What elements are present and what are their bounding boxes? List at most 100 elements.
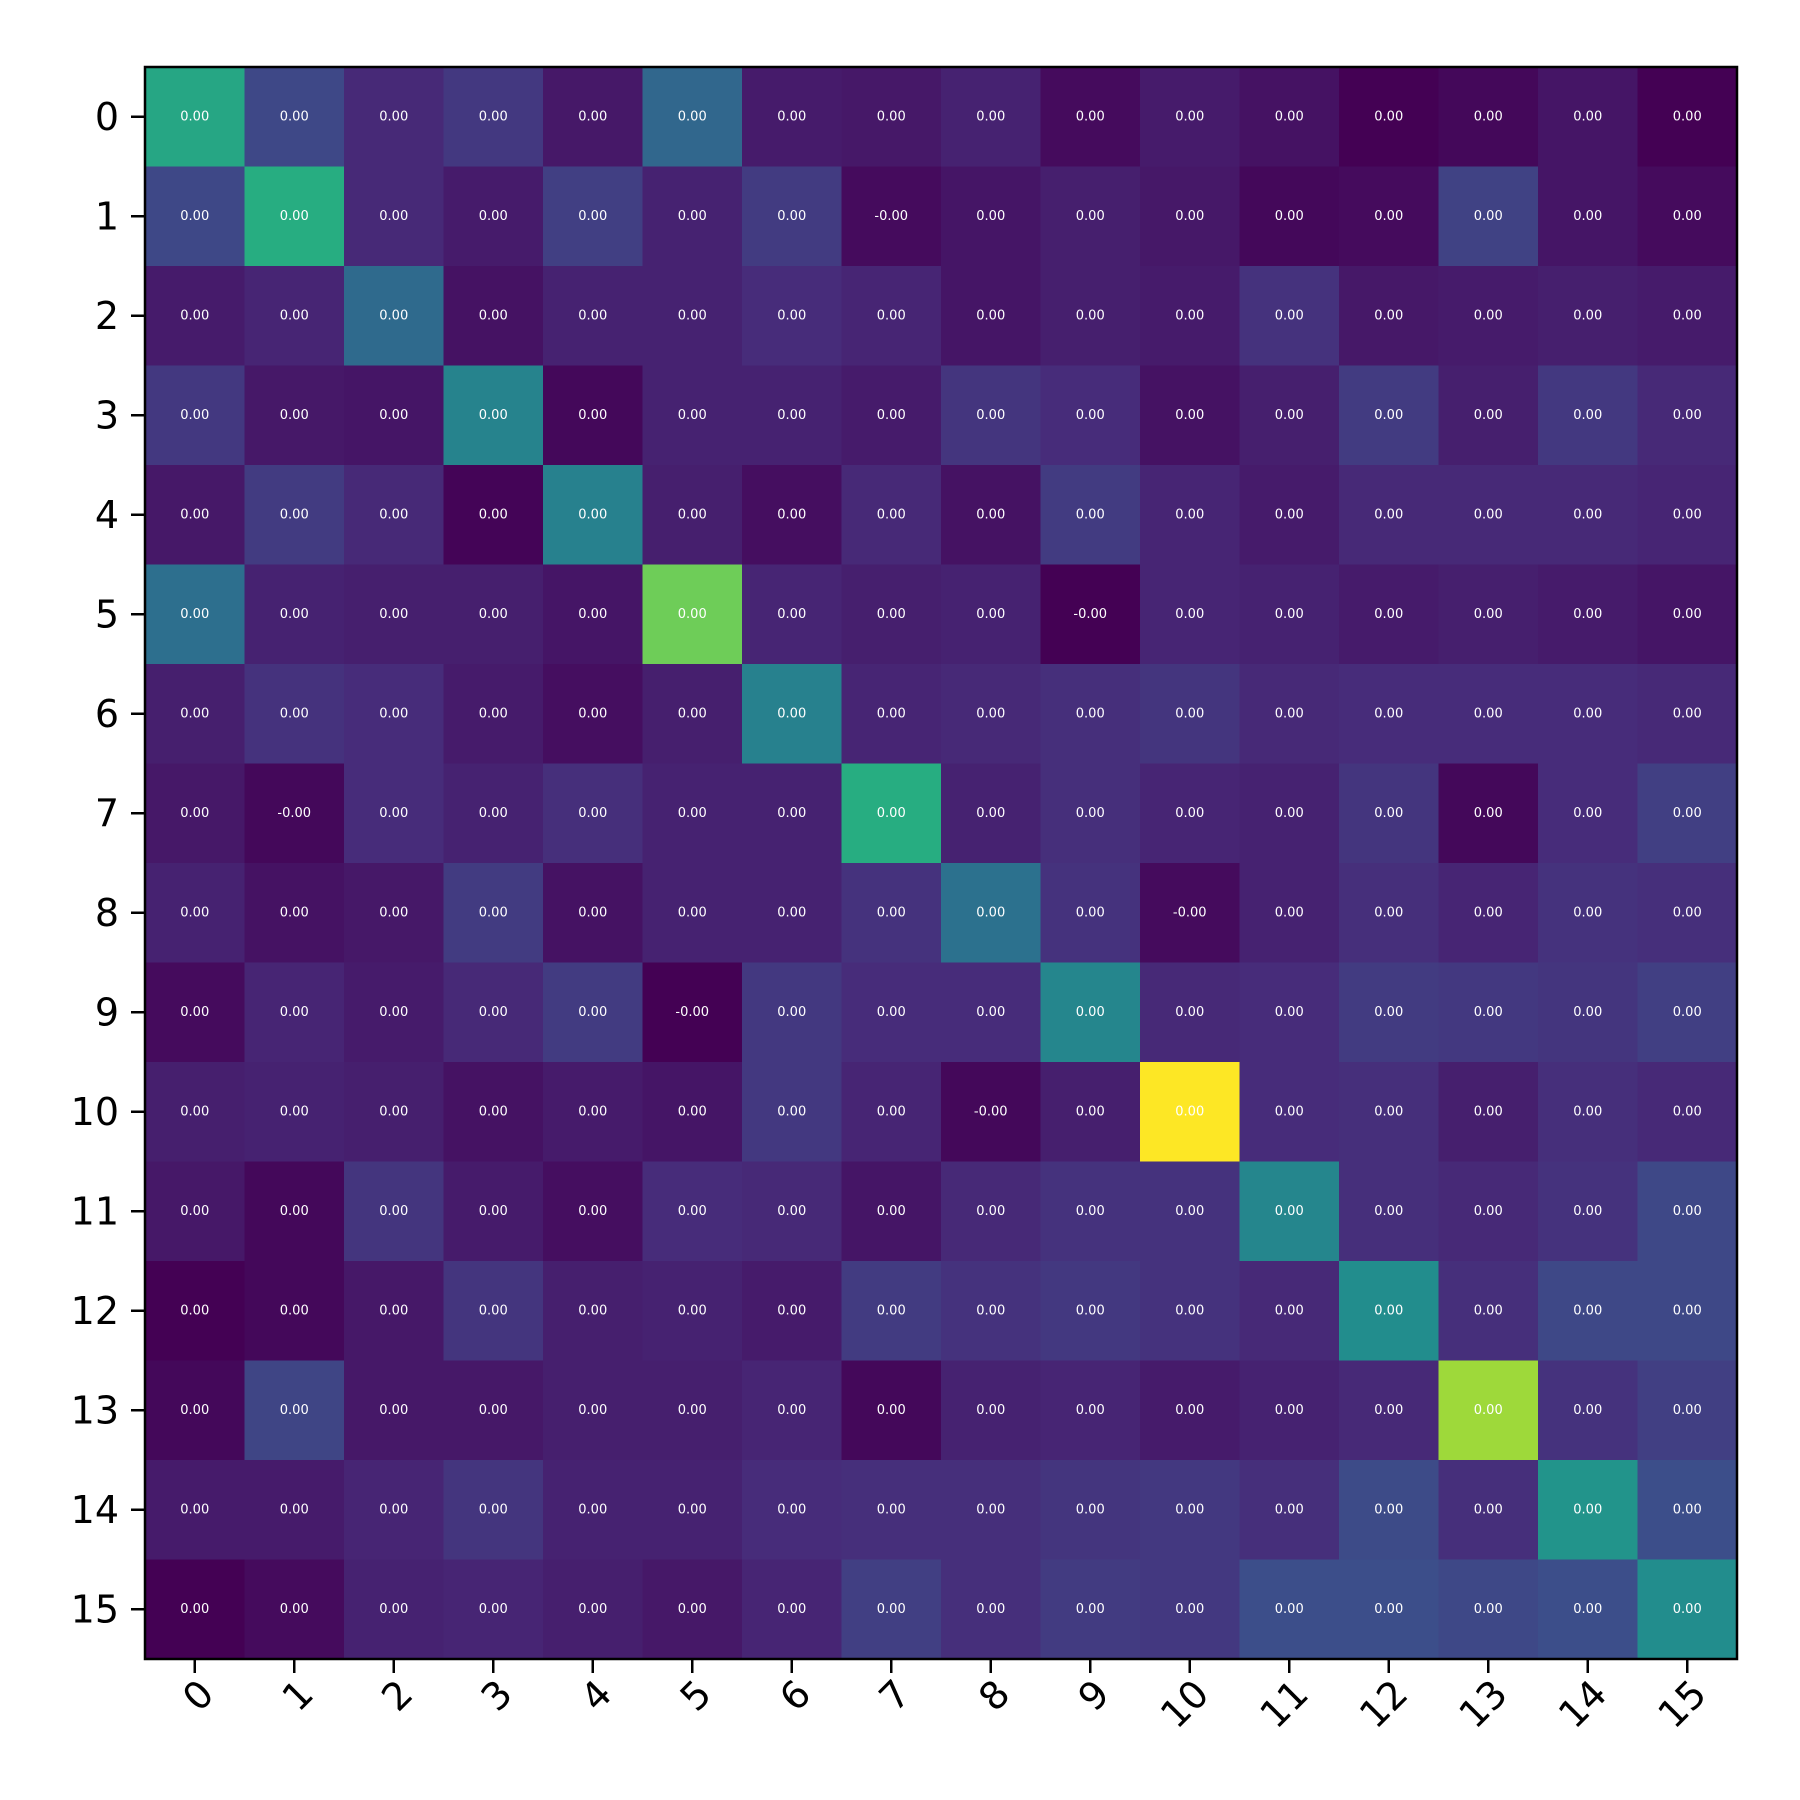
heatmap-cell-0-7 <box>841 67 942 167</box>
cell-value-label: 0.00 <box>280 209 309 224</box>
heatmap-cell-13-4 <box>543 1360 643 1461</box>
cell-value-label: 0.00 <box>1076 1104 1105 1119</box>
cell-value-label: 0.00 <box>578 408 607 423</box>
heatmap-cell-1-12 <box>1339 166 1439 267</box>
heatmap-cell-4-15 <box>1637 465 1738 565</box>
heatmap-cell-14-3 <box>443 1460 544 1560</box>
heatmap-cell-9-0 <box>145 962 245 1063</box>
cell-value-label: 0.00 <box>379 408 408 423</box>
heatmap-cell-5-13 <box>1438 564 1539 665</box>
y-tick-label: 14 <box>71 1488 119 1532</box>
heatmap-cell-2-2 <box>344 266 444 366</box>
heatmap-cell-14-12 <box>1339 1460 1439 1560</box>
heatmap-cell-15-2 <box>344 1559 444 1660</box>
cell-value-label: 0.00 <box>1673 905 1702 920</box>
cell-value-label: 0.00 <box>180 1303 209 1318</box>
cell-value-label: 0.00 <box>777 1104 806 1119</box>
heatmap-cell-12-1 <box>244 1261 345 1361</box>
heatmap-cell-6-10 <box>1140 664 1240 764</box>
heatmap-cell-7-13 <box>1438 763 1539 864</box>
heatmap-cell-7-11 <box>1239 763 1340 864</box>
cell-value-label: 0.00 <box>1673 408 1702 423</box>
heatmap-cell-10-5 <box>642 1062 743 1162</box>
heatmap-cell-6-2 <box>344 664 444 764</box>
cell-value-label: 0.00 <box>1374 1204 1403 1219</box>
cell-value-label: 0.00 <box>1573 1204 1602 1219</box>
heatmap-cell-12-6 <box>742 1261 842 1361</box>
cell-value-label: 0.00 <box>777 408 806 423</box>
cell-value-label: 0.00 <box>280 1502 309 1517</box>
cell-value-label: 0.00 <box>479 507 508 522</box>
cell-value-label: 0.00 <box>578 109 607 124</box>
cell-value-label: 0.00 <box>678 1204 707 1219</box>
cell-value-label: 0.00 <box>379 209 408 224</box>
heatmap-cell-10-0 <box>145 1062 245 1162</box>
cell-value-label: 0.00 <box>280 1204 309 1219</box>
heatmap-cell-0-4 <box>543 67 643 167</box>
heatmap-cell-8-10 <box>1140 863 1240 963</box>
y-tick-label: 12 <box>71 1289 119 1333</box>
heatmap-cell-12-11 <box>1239 1261 1340 1361</box>
cell-value-label: 0.00 <box>777 507 806 522</box>
heatmap-cell-2-4 <box>543 266 643 366</box>
heatmap-cell-14-0 <box>145 1460 245 1560</box>
cell-value-label: 0.00 <box>379 806 408 821</box>
cell-value-label: 0.00 <box>578 1303 607 1318</box>
heatmap-cell-9-11 <box>1239 962 1340 1063</box>
cell-value-label: 0.00 <box>1673 607 1702 622</box>
cell-value-label: 0.00 <box>1474 507 1503 522</box>
cell-value-label: 0.00 <box>1175 1104 1204 1119</box>
cell-value-label: 0.00 <box>1275 1204 1304 1219</box>
heatmap-cell-7-15 <box>1637 763 1738 864</box>
cell-value-label: 0.00 <box>976 607 1005 622</box>
heatmap-cell-0-0 <box>145 67 245 167</box>
heatmap-cell-11-5 <box>642 1161 743 1262</box>
cell-value-label: 0.00 <box>1474 1403 1503 1418</box>
cell-value-label: 0.00 <box>777 1204 806 1219</box>
cell-value-label: 0.00 <box>1175 706 1204 721</box>
cell-value-label: 0.00 <box>1374 1104 1403 1119</box>
heatmap-cell-6-0 <box>145 664 245 764</box>
cell-value-label: 0.00 <box>1474 1005 1503 1020</box>
heatmap-cell-13-3 <box>443 1360 544 1461</box>
heatmap-cell-5-11 <box>1239 564 1340 665</box>
heatmap-cell-12-5 <box>642 1261 743 1361</box>
cell-value-label: 0.00 <box>1175 507 1204 522</box>
heatmap-cell-2-6 <box>742 266 842 366</box>
heatmap-cell-15-10 <box>1140 1559 1240 1660</box>
heatmap-cell-6-6 <box>742 664 842 764</box>
heatmap-cell-12-10 <box>1140 1261 1240 1361</box>
cell-value-label: 0.00 <box>1573 607 1602 622</box>
heatmap-cell-3-0 <box>145 365 245 466</box>
cell-value-label: 0.00 <box>1374 1303 1403 1318</box>
heatmap-cell-5-0 <box>145 564 245 665</box>
heatmap-cell-12-14 <box>1538 1261 1638 1361</box>
cell-value-label: 0.00 <box>1374 308 1403 323</box>
cell-value-label: 0.00 <box>877 507 906 522</box>
cell-value-label: 0.00 <box>379 706 408 721</box>
x-tick-label: 6 <box>771 1671 819 1719</box>
y-tick-label: 2 <box>95 294 119 338</box>
cell-value-label: 0.00 <box>1474 1602 1503 1617</box>
heatmap-cell-15-1 <box>244 1559 345 1660</box>
cell-value-label: 0.00 <box>479 905 508 920</box>
cell-value-label: 0.00 <box>1076 308 1105 323</box>
x-tick-label: 2 <box>373 1671 421 1719</box>
cell-value-label: 0.00 <box>1673 1005 1702 1020</box>
cell-value-label: 0.00 <box>777 1502 806 1517</box>
cell-value-label: 0.00 <box>280 905 309 920</box>
cell-value-label: 0.00 <box>479 1104 508 1119</box>
heatmap-cell-6-3 <box>443 664 544 764</box>
cell-value-label: 0.00 <box>1573 209 1602 224</box>
cell-value-label: 0.00 <box>877 1403 906 1418</box>
cell-value-label: 0.00 <box>1275 507 1304 522</box>
cell-value-label: 0.00 <box>1374 706 1403 721</box>
heatmap-cell-6-8 <box>941 664 1041 764</box>
cell-value-label: 0.00 <box>379 308 408 323</box>
cell-value-label: 0.00 <box>379 905 408 920</box>
heatmap-cell-9-1 <box>244 962 345 1063</box>
heatmap-cell-0-3 <box>443 67 544 167</box>
cell-value-label: 0.00 <box>678 308 707 323</box>
heatmap-cell-1-15 <box>1637 166 1738 267</box>
heatmap-cell-9-13 <box>1438 962 1539 1063</box>
